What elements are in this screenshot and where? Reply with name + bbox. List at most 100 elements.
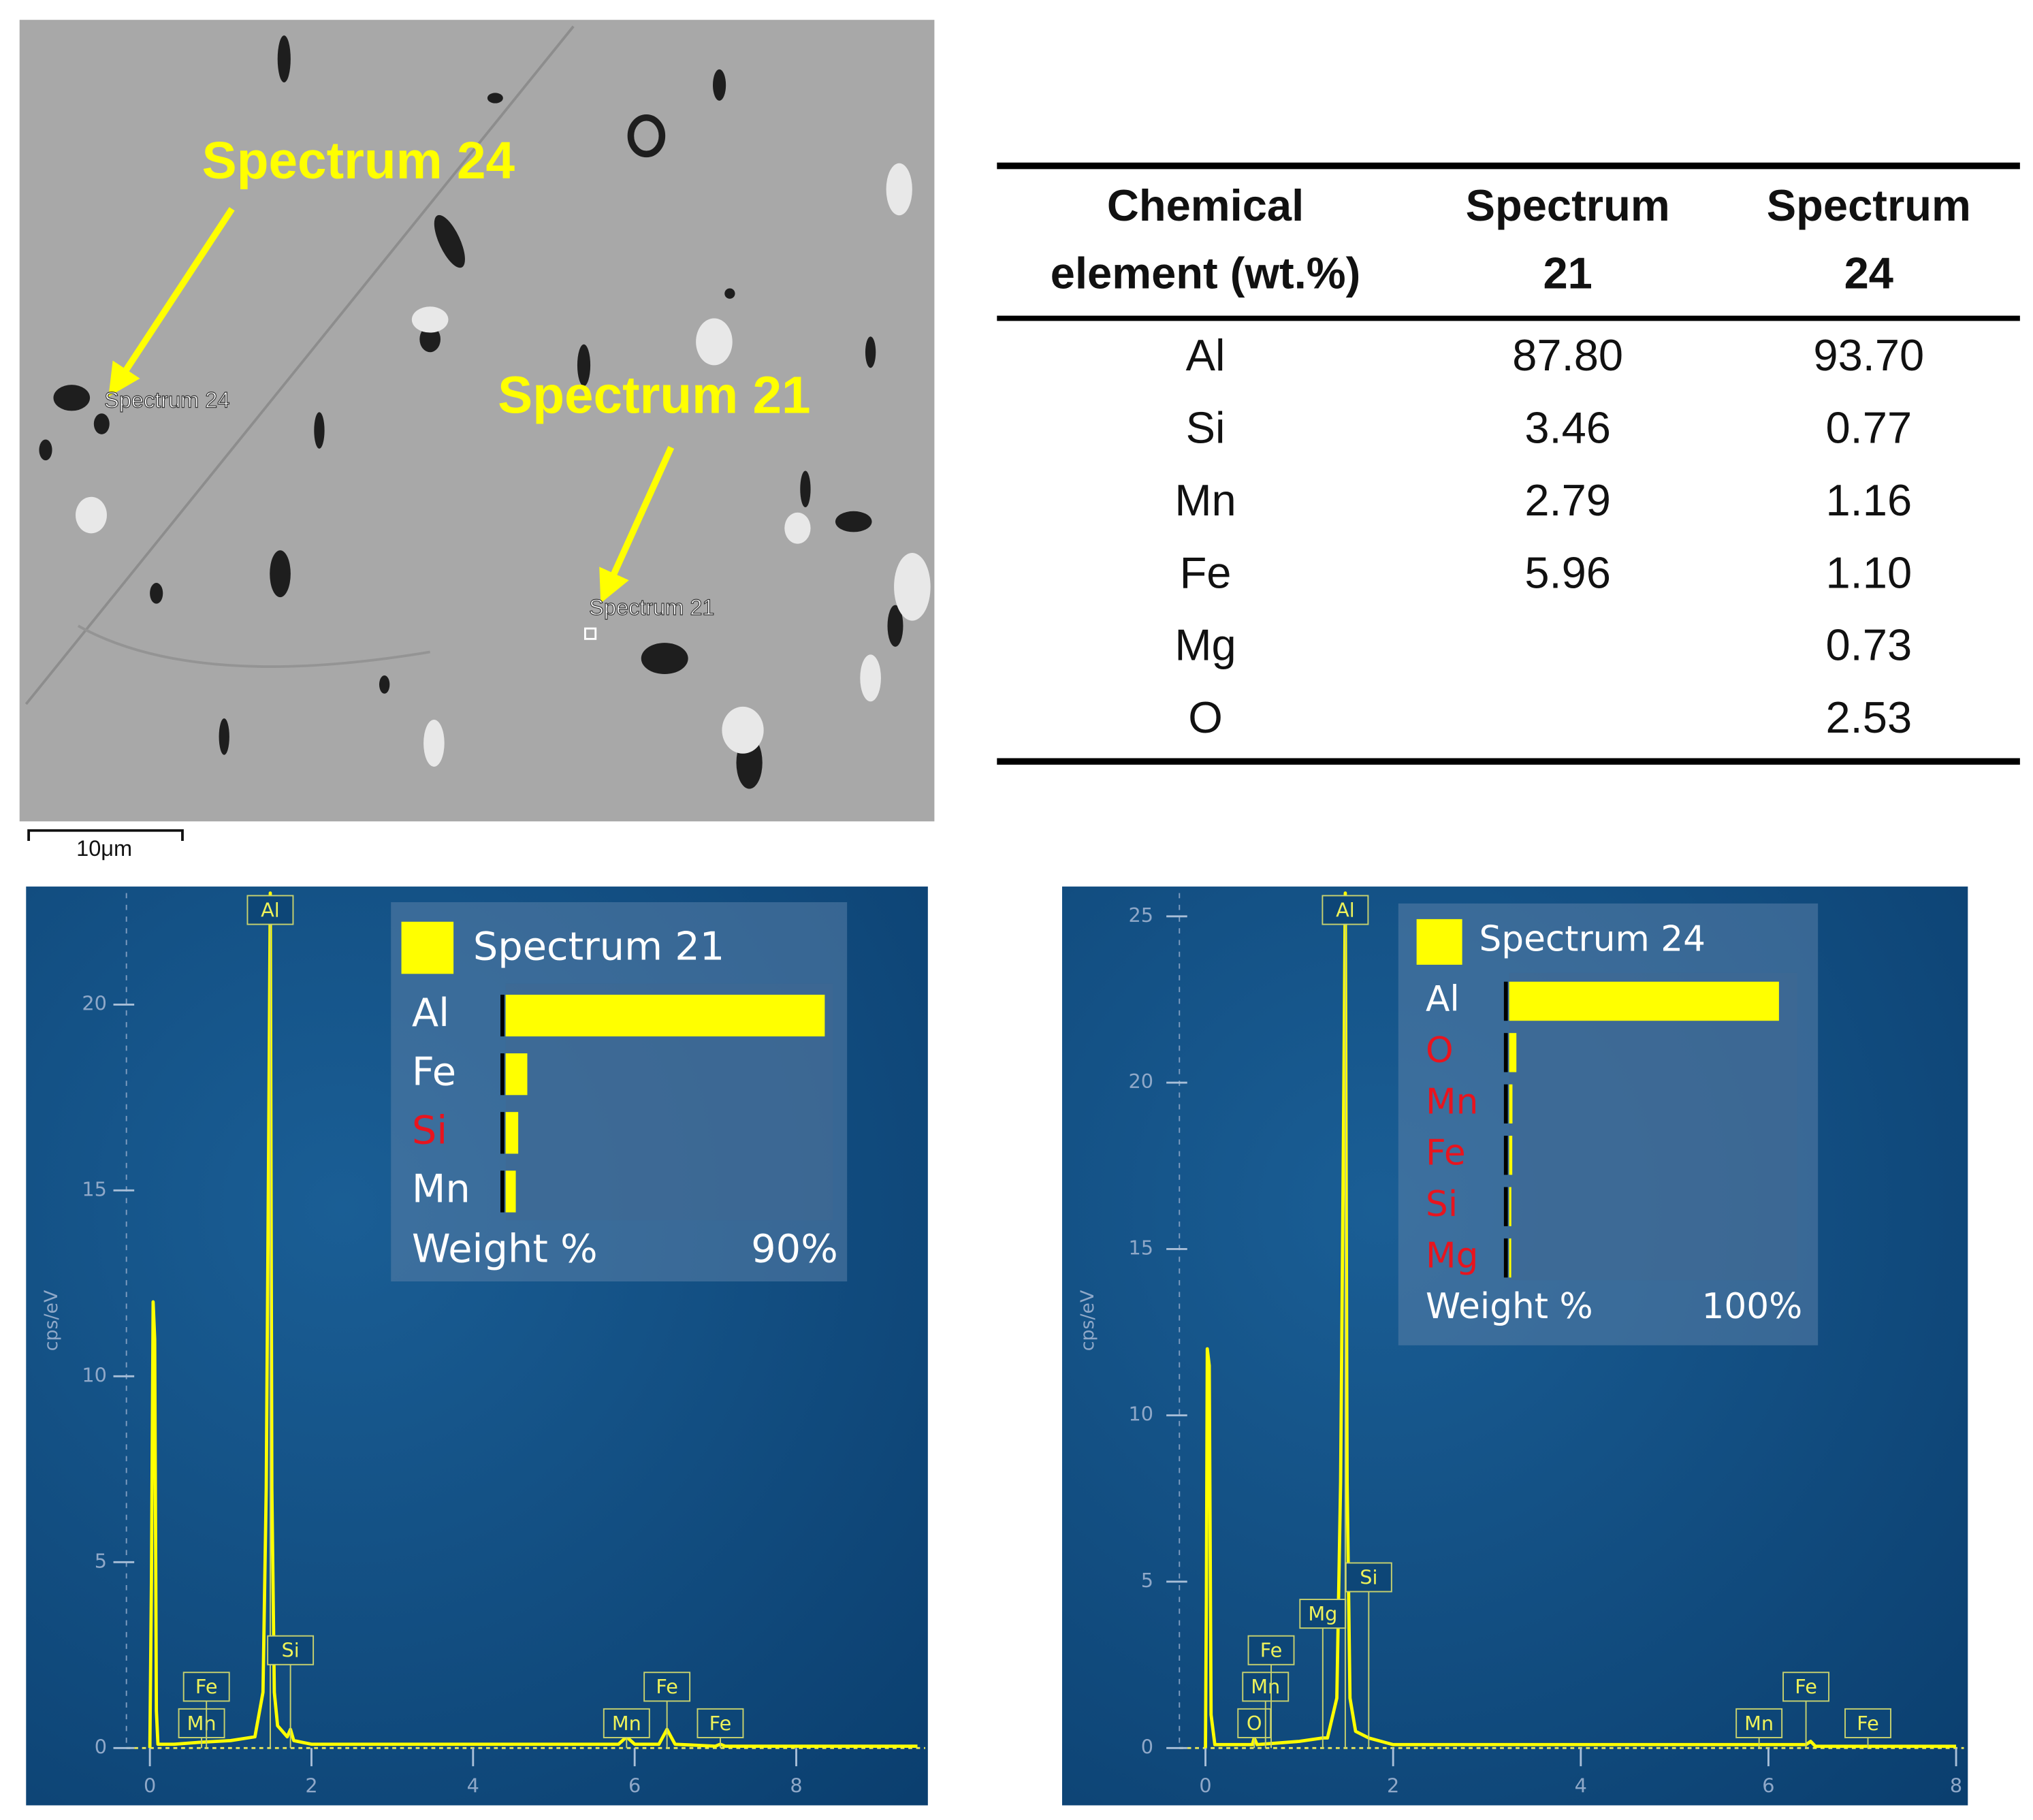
table-header: element (wt.%): [1051, 248, 1361, 298]
inset-bar-base: [1503, 1084, 1508, 1124]
inset-bar: [1509, 1033, 1517, 1072]
legend-label: Spectrum 24: [1479, 919, 1706, 959]
peak-label-box: [182, 1672, 230, 1702]
inset-category: Mg: [1426, 1236, 1478, 1277]
inset-bar-base: [1503, 1136, 1508, 1175]
callout-label: Spectrum 21: [498, 366, 810, 424]
table-header: Spectrum: [1767, 180, 1971, 230]
table-cell: Mn: [1174, 475, 1236, 525]
table-cell: Fe: [1180, 547, 1232, 597]
peak-label: Al: [261, 898, 280, 921]
spectrum-marker: Spectrum 21: [589, 595, 714, 620]
y-tick-label: 5: [95, 1549, 107, 1572]
peak-label: Al: [1336, 898, 1355, 921]
inset-bar: [1509, 1238, 1511, 1278]
peak-label: Fe: [1857, 1712, 1879, 1735]
y-tick-label: 0: [95, 1735, 107, 1758]
table-cell: 0.73: [1826, 620, 1912, 670]
peak-label-box: [1345, 1562, 1392, 1593]
peak-label: Fe: [709, 1712, 732, 1735]
inset-bar-base: [500, 1112, 505, 1154]
table-header: Spectrum: [1466, 180, 1670, 230]
peak-label-box: [603, 1708, 650, 1738]
inset-bar-base: [1503, 1187, 1508, 1226]
peak-label: Si: [282, 1639, 300, 1662]
peak-label-box: [1782, 1672, 1830, 1702]
table-cell: 3.46: [1524, 402, 1611, 452]
inset-category: Si: [412, 1107, 447, 1153]
inset-bar: [1509, 1187, 1511, 1226]
inset-bar-base: [500, 1170, 505, 1213]
x-tick-label: 0: [144, 1774, 156, 1798]
y-tick-label: 20: [1128, 1070, 1153, 1093]
table-cell: 2.53: [1826, 692, 1912, 742]
y-tick-label: 0: [1141, 1735, 1153, 1758]
y-tick-label: 10: [1128, 1403, 1153, 1426]
x-tick-label: 2: [1387, 1774, 1399, 1798]
peak-label-box: [1844, 1708, 1891, 1738]
y-tick-label: 20: [82, 991, 107, 1015]
inset-bar: [1509, 981, 1779, 1021]
x-tick-label: 8: [790, 1774, 802, 1798]
peak-label-box: [1735, 1708, 1783, 1738]
inset-bar: [505, 994, 825, 1037]
inset-plot-area: [1509, 972, 1797, 1281]
x-tick-label: 4: [467, 1774, 479, 1798]
table-header: 24: [1844, 248, 1893, 298]
peak-label-box: [1242, 1672, 1290, 1702]
peak-label: Mn: [1744, 1712, 1774, 1735]
inset-category: Fe: [1426, 1133, 1466, 1174]
inset-bar: [1509, 1084, 1513, 1124]
legend-label: Spectrum 21: [473, 924, 724, 970]
peak-label: Fe: [656, 1675, 678, 1698]
legend-swatch: [1416, 919, 1462, 965]
peak-label: Mg: [1308, 1602, 1337, 1625]
inset-category: O: [1426, 1030, 1454, 1071]
x-tick-label: 8: [1950, 1774, 1962, 1798]
spectrum-marker: Spectrum 24: [104, 388, 229, 413]
inset-axis-label: Weight %: [1426, 1286, 1593, 1327]
table-cell: 87.80: [1512, 330, 1623, 380]
inset-bar-base: [500, 994, 505, 1037]
peak-label-box: [1247, 1635, 1295, 1665]
peak-label-box: [267, 1635, 315, 1665]
x-tick-label: 0: [1199, 1774, 1211, 1798]
table-cell: 1.16: [1826, 475, 1912, 525]
table-cell: 5.96: [1524, 547, 1611, 597]
spectrum-line: [1204, 891, 1957, 1749]
peak-label-box: [697, 1708, 744, 1738]
table-header: 21: [1543, 248, 1592, 298]
eds-spectrum: 0 5 10 15 20 0 2 4 6 8 cps/eV Mn Fe Al Si Mn Fe Fe Spectru…: [41, 891, 926, 1798]
y-tick-label: 15: [1128, 1236, 1153, 1259]
scale-bar: 10μm: [27, 829, 184, 861]
table-header: Chemical: [1107, 180, 1304, 230]
table-cell: 2.79: [1524, 475, 1611, 525]
peak-label: Si: [1360, 1565, 1377, 1588]
y-tick-label: 10: [82, 1363, 107, 1386]
peak-label: Fe: [1795, 1675, 1817, 1698]
inset-bar: [505, 1112, 519, 1154]
peak-label-box: [643, 1672, 691, 1702]
peak-label-box: [1322, 895, 1369, 925]
inset-category: Al: [412, 990, 449, 1036]
table-cell: O: [1188, 692, 1223, 742]
inset-axis-label: Weight %: [412, 1226, 598, 1272]
inset-bar-base: [1503, 1238, 1508, 1278]
inset-bar-base: [1503, 1033, 1508, 1072]
peak-label: Fe: [1260, 1639, 1283, 1662]
y-tick-label: 15: [82, 1177, 107, 1200]
y-axis-label: cps/eV: [41, 1290, 62, 1351]
inset-category: Fe: [412, 1049, 456, 1094]
peak-label-box: [178, 1708, 225, 1738]
x-tick-label: 6: [628, 1774, 641, 1798]
table-cell: 0.77: [1826, 402, 1912, 452]
inset-bar: [505, 1170, 516, 1213]
eds-spectrum: 0 5 10 15 20 25 0 2 4 6 8 cps/eV O Mn Fe Mg Al Si Mn Fe Fe Sp…: [1077, 891, 1964, 1798]
table-cell: Mg: [1174, 620, 1236, 670]
table: Chemical element (wt.%) Spectrum 21 Spectrum…: [997, 162, 2020, 765]
y-tick-label: 25: [1128, 904, 1153, 927]
table-cell: Al: [1186, 330, 1226, 380]
inset-bar: [505, 1053, 528, 1096]
x-tick-label: 4: [1575, 1774, 1587, 1798]
